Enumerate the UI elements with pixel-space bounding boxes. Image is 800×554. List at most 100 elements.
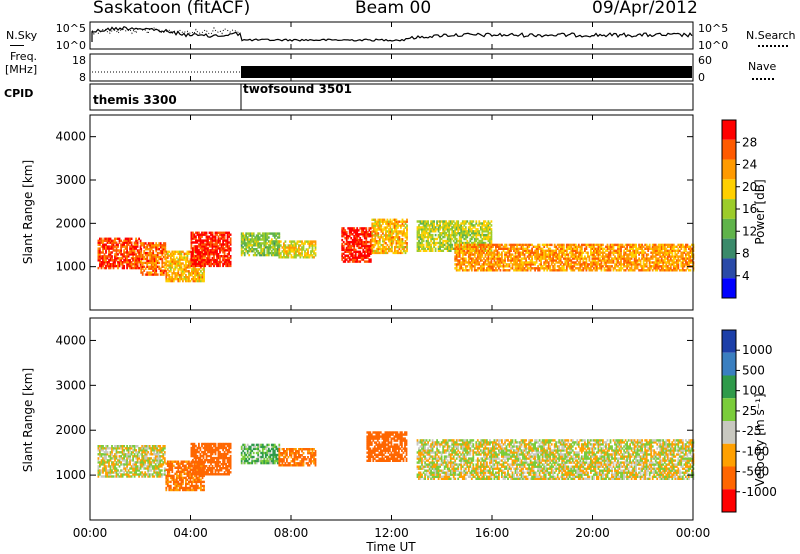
scatter-cell bbox=[681, 269, 684, 272]
scatter-cell bbox=[678, 255, 681, 258]
scatter-cell bbox=[609, 247, 612, 250]
scatter-cell bbox=[487, 261, 490, 264]
scatter-cell bbox=[193, 233, 196, 236]
scatter-cell bbox=[182, 279, 184, 283]
scatter-cell bbox=[211, 253, 214, 256]
scatter-cell bbox=[229, 241, 232, 244]
scatter-cell bbox=[147, 265, 150, 268]
scatter-cell bbox=[587, 253, 589, 256]
scatter-cell bbox=[220, 243, 223, 246]
scatter-cell bbox=[208, 262, 211, 266]
scatter-cell bbox=[111, 451, 113, 454]
scatter-cell bbox=[267, 232, 270, 235]
y-tick-label: 1000 bbox=[55, 260, 86, 274]
scatter-cell bbox=[186, 266, 189, 269]
scatter-cell bbox=[404, 249, 407, 253]
scatter-cell bbox=[475, 245, 478, 248]
scatter-cell bbox=[165, 260, 168, 263]
scatter-cell bbox=[546, 269, 549, 272]
scatter-cell bbox=[161, 244, 164, 247]
scatter-cell bbox=[479, 249, 482, 252]
scatter-cell bbox=[546, 265, 549, 268]
scatter-cell bbox=[109, 241, 112, 244]
scatter-cell bbox=[486, 259, 488, 262]
scatter-cell bbox=[378, 228, 381, 231]
scatter-cell bbox=[378, 222, 381, 225]
scatter-cell bbox=[97, 467, 100, 470]
scatter-cell bbox=[568, 263, 571, 266]
scatter-cell bbox=[416, 220, 419, 223]
scatter-cell bbox=[514, 249, 517, 252]
scatter-cell bbox=[378, 251, 381, 255]
scatter-cell bbox=[425, 224, 428, 227]
scatter-cell bbox=[395, 249, 398, 253]
scatter-cell bbox=[97, 447, 100, 450]
scatter-cell bbox=[612, 245, 615, 248]
scatter-cell bbox=[448, 239, 451, 243]
scatter-cell bbox=[188, 270, 190, 273]
scatter-cell bbox=[558, 251, 561, 254]
scatter-cell bbox=[263, 246, 266, 249]
scatter-cell bbox=[382, 251, 384, 255]
scatter-cell bbox=[272, 234, 275, 237]
scatter-cell bbox=[100, 241, 103, 244]
scatter-cell bbox=[123, 249, 125, 252]
scatter-cell bbox=[489, 243, 491, 247]
scatter-cell bbox=[436, 220, 438, 223]
scatter-cell bbox=[517, 259, 520, 262]
scatter-cell bbox=[576, 249, 579, 252]
scatter-cell bbox=[685, 243, 687, 247]
scatter-cell bbox=[342, 252, 345, 255]
scatter-cell bbox=[388, 236, 390, 239]
scatter-cell bbox=[386, 230, 389, 233]
scatter-cell bbox=[284, 250, 287, 253]
scatter-cell bbox=[400, 251, 402, 255]
scatter-cell bbox=[469, 255, 472, 258]
scatter-cell bbox=[118, 457, 121, 460]
scatter-cell bbox=[273, 244, 276, 247]
scatter-cell bbox=[301, 252, 303, 255]
scatter-cell bbox=[461, 253, 464, 256]
scatter-cell bbox=[395, 251, 398, 255]
scatter-cell bbox=[150, 259, 153, 263]
scatter-cell bbox=[475, 233, 478, 237]
scatter-cell bbox=[645, 269, 648, 272]
scatter-cell bbox=[666, 243, 669, 247]
scatter-cell bbox=[427, 247, 429, 250]
scatter-cell bbox=[635, 267, 637, 270]
scatter-cell bbox=[683, 249, 686, 252]
scatter-cell bbox=[156, 253, 159, 257]
cpid-panel bbox=[89, 83, 694, 111]
scatter-cell bbox=[454, 230, 457, 233]
scatter-cell bbox=[470, 253, 473, 256]
scatter-cell bbox=[473, 247, 476, 250]
scatter-cell bbox=[394, 222, 396, 225]
scatter-cell bbox=[472, 265, 475, 268]
scatter-cell bbox=[225, 231, 227, 234]
scatter-cell bbox=[136, 239, 139, 242]
scatter-cell bbox=[484, 235, 487, 239]
scatter-cell bbox=[290, 256, 293, 259]
scatter-cell bbox=[213, 260, 215, 264]
scatter-cell bbox=[439, 232, 441, 235]
scatter-cell bbox=[556, 253, 559, 256]
scatter-cell bbox=[406, 234, 408, 237]
scatter-cell bbox=[498, 257, 500, 260]
scatter-cell bbox=[150, 257, 153, 261]
scatter-cell bbox=[483, 247, 485, 250]
scatter-cell bbox=[473, 230, 476, 233]
scatter-cell bbox=[617, 255, 619, 258]
scatter-cell bbox=[374, 228, 377, 231]
scatter-cell bbox=[220, 247, 223, 250]
scatter-cell bbox=[473, 259, 476, 262]
scatter-cell bbox=[377, 236, 380, 239]
scatter-cell bbox=[357, 242, 360, 246]
scatter-cell bbox=[547, 247, 550, 250]
scatter-cell bbox=[155, 263, 158, 266]
scatter-cell bbox=[403, 220, 405, 223]
scatter-cell bbox=[389, 224, 392, 227]
scatter-cell bbox=[651, 265, 654, 268]
scatter-cell bbox=[118, 455, 121, 458]
scatter-cell bbox=[464, 233, 467, 237]
scatter-cell bbox=[135, 237, 137, 240]
